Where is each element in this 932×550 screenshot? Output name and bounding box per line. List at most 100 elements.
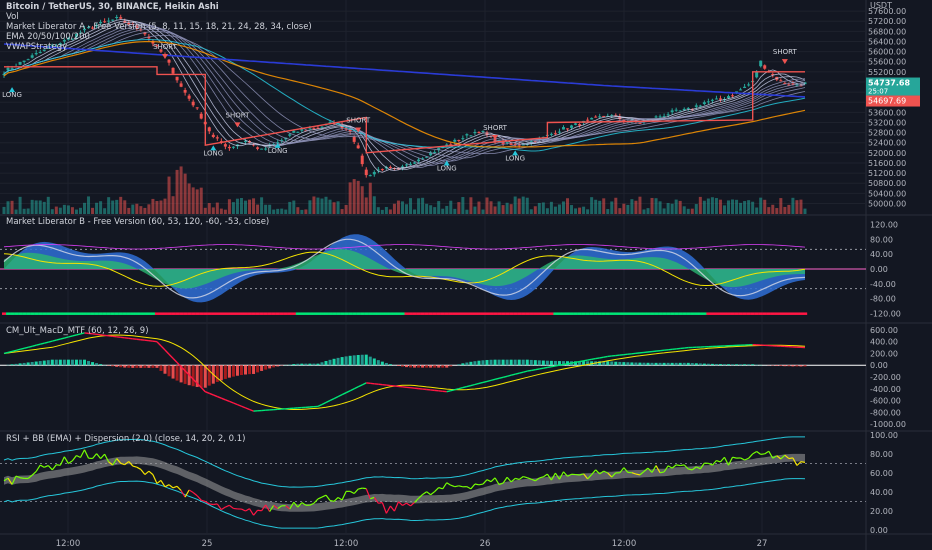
candle-body: [638, 122, 642, 124]
signal-strip-segment: [432, 312, 437, 315]
indicator-vwap[interactable]: VWAPStrategy: [6, 42, 68, 52]
signal-strip-segment: [521, 312, 526, 315]
macd-histogram-bar: [348, 355, 352, 366]
pane3-title[interactable]: CM_Ult_MacD_MTF (60, 12, 26, 9): [6, 326, 149, 336]
signal-strip-segment: [658, 312, 663, 315]
volume-bar: [260, 197, 264, 214]
volume-bar: [686, 208, 690, 214]
macd-histogram-bar: [26, 362, 30, 366]
signal-strip-segment: [480, 312, 486, 315]
macd-histogram-bar: [388, 364, 392, 366]
pane4-title[interactable]: RSI + BB (EMA) + Dispersion (2.0) (close…: [6, 434, 246, 444]
time-tick-label: 25: [202, 539, 213, 549]
macd-histogram-bar: [127, 365, 131, 368]
candle-body: [26, 59, 30, 61]
signal-strip-segment: [734, 312, 739, 315]
candle-body: [380, 169, 384, 171]
rsi-line-segment: [265, 504, 271, 512]
symbol-title[interactable]: Bitcoin / TetherUS, 30, BINANCE, Heikin …: [6, 2, 219, 12]
macd-line-segment: [361, 382, 367, 386]
indicator-liberator-a[interactable]: Market Liberator A - Free Version (5, 8,…: [6, 22, 312, 32]
macd-line-segment: [599, 356, 604, 359]
candle-body: [578, 124, 582, 126]
volume-bar: [95, 202, 99, 214]
time-tick-label: 12:00: [334, 539, 359, 549]
signal-strip-segment: [352, 312, 357, 315]
signal-strip-segment: [726, 312, 731, 315]
macd-histogram-bar: [74, 359, 78, 366]
macd-line-segment: [357, 384, 363, 388]
volume-bar: [264, 204, 268, 214]
vol-label[interactable]: Vol: [6, 12, 19, 22]
candle-body: [74, 33, 78, 37]
signal-strip-segment: [126, 312, 131, 315]
volume-bar: [714, 198, 718, 214]
signal-strip-segment: [118, 312, 123, 315]
candle-body: [714, 98, 718, 100]
macd-histogram-bar: [473, 361, 477, 366]
candle-body: [710, 99, 714, 101]
signal-strip-segment: [710, 312, 715, 315]
oscillator-tick-label: -120.00: [870, 309, 901, 318]
rsi-tick-label: 100.00: [870, 431, 898, 440]
rsi-line-segment: [792, 457, 798, 466]
volume-bar: [207, 203, 211, 214]
rsi-line-segment: [63, 456, 69, 464]
candle-body: [42, 49, 46, 51]
volume-bar: [485, 197, 489, 214]
rsi-tick-label: 0.00: [870, 526, 888, 535]
macd-histogram-bar: [123, 365, 127, 368]
signal-strip-segment: [179, 312, 184, 315]
candle-body: [509, 143, 513, 145]
rsi-line-segment: [370, 496, 375, 500]
rsi-line-segment: [591, 469, 597, 475]
volume-bar: [83, 202, 86, 214]
macd-histogram-bar: [413, 365, 417, 368]
rsi-line-segment: [168, 484, 174, 489]
candle-body: [320, 126, 324, 128]
rsi-line-segment: [241, 508, 246, 512]
candle-body: [356, 145, 360, 149]
volume-bar: [594, 199, 598, 214]
candle-body: [501, 141, 505, 144]
price-tick-label: 50400.00: [868, 189, 906, 198]
candle-body: [429, 152, 433, 156]
macd-histogram-bar: [276, 365, 280, 367]
signal-strip-segment: [448, 312, 453, 315]
rsi-tick-label: 40.00: [870, 488, 893, 497]
rsi-line-segment: [389, 505, 395, 512]
rsi-line-segment: [780, 454, 786, 460]
candle-body: [2, 73, 6, 76]
macd-line-segment: [192, 378, 198, 384]
candle-body: [771, 73, 775, 76]
signal-strip-segment: [662, 312, 667, 315]
macd-histogram-bar: [203, 365, 207, 388]
signal-strip-segment: [750, 312, 755, 315]
rsi-line-segment: [683, 464, 689, 470]
signal-strip-segment: [476, 312, 482, 315]
pane2-title[interactable]: Market Liberator B - Free Version (60, 5…: [6, 217, 270, 227]
macd-histogram-bar: [545, 360, 549, 366]
macd-histogram-bar: [735, 364, 739, 366]
macd-histogram-bar: [18, 363, 22, 366]
signal-strip-segment: [770, 312, 775, 315]
rsi-line-segment: [293, 501, 299, 508]
signal-strip-segment: [110, 312, 115, 315]
macd-histogram-bar: [376, 360, 380, 366]
signal-strip-segment: [130, 312, 135, 315]
macd-histogram-bar: [66, 359, 70, 366]
macd-histogram-bar: [497, 359, 501, 366]
macd-histogram-bar: [437, 365, 441, 368]
candle-body: [553, 133, 557, 135]
signal-strip-segment: [537, 312, 542, 315]
rsi-line-segment: [430, 491, 436, 496]
rsi-line-segment: [96, 453, 102, 460]
indicator-ema[interactable]: EMA 20/50/100/200: [6, 32, 90, 42]
macd-line-segment: [454, 387, 459, 391]
signal-strip-segment: [66, 312, 71, 315]
volume-bar: [171, 196, 175, 214]
candle-body: [674, 109, 678, 111]
macd-histogram-bar: [614, 361, 618, 366]
macd-histogram-bar: [54, 359, 58, 366]
